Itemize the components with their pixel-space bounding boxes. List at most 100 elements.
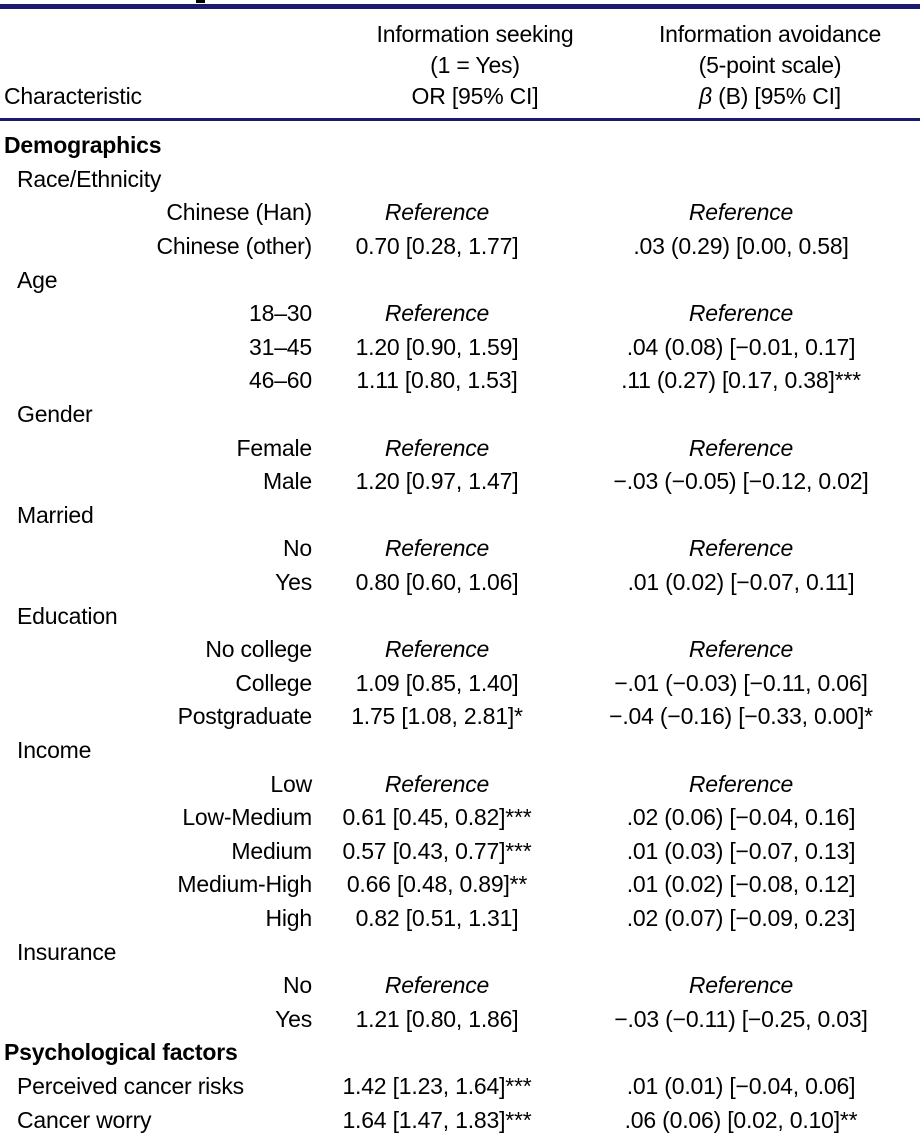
characteristic-cell: Psychological factors — [4, 1039, 238, 1066]
seeking-value-cell: 1.42 [1.23, 1.64]*** — [342, 1072, 532, 1099]
beta-symbol: β — [699, 83, 712, 109]
seeking-value-cell: 1.20 [0.97, 1.47] — [355, 468, 519, 495]
avoidance-value-cell: .03 (0.29) [0.00, 0.58] — [633, 233, 849, 260]
seeking-value-cell: 1.09 [0.85, 1.40] — [355, 669, 519, 696]
seeking-value-cell: Reference — [384, 300, 490, 327]
seeking-value-cell: 1.21 [0.80, 1.86] — [355, 1005, 519, 1032]
seeking-value-cell: 0.66 [0.48, 0.89]** — [346, 871, 528, 898]
column-header-seeking-scale: (1 = Yes) — [430, 52, 520, 78]
characteristic-cell: Low — [270, 770, 312, 797]
characteristic-cell: 18–30 — [249, 300, 312, 327]
table-row: Low-Medium 0.61 [0.45, 0.82]*** .02 (0.06)… — [0, 801, 920, 835]
table-row: No Reference Reference — [0, 532, 920, 566]
characteristic-cell: Race/Ethnicity — [17, 165, 162, 192]
table-row: Chinese (Han) Reference Reference — [0, 196, 920, 230]
seeking-value-cell: 1.20 [0.90, 1.59] — [355, 333, 519, 360]
characteristic-cell: Cancer worry — [17, 1106, 152, 1133]
characteristic-cell: Age — [17, 266, 58, 293]
characteristic-cell: Married — [17, 501, 94, 528]
avoidance-value-cell: .01 (0.02) [−0.07, 0.11] — [627, 569, 855, 596]
table-row: Postgraduate 1.75 [1.08, 2.81]* −.04 (−0.1… — [0, 700, 920, 734]
characteristic-cell: 46–60 — [249, 367, 312, 394]
table-row: 31–45 1.20 [0.90, 1.59] .04 (0.08) [−0.01,… — [0, 331, 920, 365]
column-header-avoidance-title: Information avoidance — [658, 21, 882, 47]
characteristic-cell: High — [265, 904, 312, 931]
table-row: Education — [0, 599, 920, 633]
seeking-value-cell: Reference — [384, 972, 490, 999]
table-row: Married — [0, 499, 920, 533]
seeking-value-cell: 0.61 [0.45, 0.82]*** — [342, 804, 532, 831]
characteristic-cell: No — [282, 972, 312, 999]
table-row: Age — [0, 263, 920, 297]
characteristic-cell: Postgraduate — [177, 703, 313, 730]
seeking-value-cell: Reference — [384, 535, 490, 562]
header-avoidance-column: Information avoidance (5-point scale) β … — [620, 9, 920, 118]
seeking-value-cell: Reference — [384, 199, 490, 226]
characteristic-cell: Yes — [275, 1005, 312, 1032]
characteristic-cell: Medium — [231, 837, 312, 864]
avoidance-value-cell: .01 (0.01) [−0.04, 0.06] — [626, 1072, 856, 1099]
avoidance-value-cell: Reference — [688, 636, 794, 663]
table-row: Gender — [0, 398, 920, 432]
table-row: Perceived cancer risks 1.42 [1.23, 1.64]*… — [0, 1070, 920, 1104]
table-row: Cancer worry 1.64 [1.47, 1.83]*** .06 (0.0… — [0, 1103, 920, 1137]
avoidance-value-cell: .02 (0.06) [−0.04, 0.16] — [626, 804, 856, 831]
table-row: No Reference Reference — [0, 969, 920, 1003]
avoidance-value-cell: .02 (0.07) [−0.09, 0.23] — [626, 904, 856, 931]
avoidance-value-cell: Reference — [688, 199, 794, 226]
seeking-value-cell: 0.57 [0.43, 0.77]*** — [342, 837, 532, 864]
avoidance-value-cell: Reference — [688, 434, 794, 461]
table-row: Medium-High 0.66 [0.48, 0.89]** .01 (0.02)… — [0, 868, 920, 902]
avoidance-value-cell: .01 (0.02) [−0.08, 0.12] — [626, 871, 856, 898]
characteristic-cell: Male — [262, 468, 312, 495]
seeking-value-cell: 0.82 [0.51, 1.31] — [355, 904, 519, 931]
characteristic-cell: Perceived cancer risks — [17, 1072, 244, 1099]
column-header-characteristic: Characteristic — [4, 83, 142, 109]
table-top-rule — [0, 4, 920, 9]
table-body: Demographics Race/Ethnicity Chinese (Han) R… — [0, 121, 920, 1137]
table-row: Female Reference Reference — [0, 431, 920, 465]
avoidance-value-cell: Reference — [688, 535, 794, 562]
column-header-seeking-stat: OR [95% CI] — [411, 83, 539, 109]
characteristic-cell: No college — [205, 636, 312, 663]
characteristic-cell: Chinese (Han) — [166, 199, 312, 226]
characteristic-cell: Medium-High — [177, 871, 312, 898]
table-row: Medium 0.57 [0.43, 0.77]*** .01 (0.03) [−0… — [0, 834, 920, 868]
seeking-value-cell: 0.80 [0.60, 1.06] — [355, 569, 519, 596]
seeking-value-cell: 0.70 [0.28, 1.77] — [355, 233, 519, 260]
table-row: Low Reference Reference — [0, 767, 920, 801]
column-header-avoidance-scale: (5-point scale) — [698, 52, 842, 78]
table-row: Race/Ethnicity — [0, 163, 920, 197]
table-row: High 0.82 [0.51, 1.31] .02 (0.07) [−0.09, … — [0, 902, 920, 936]
table-row: Psychological factors — [0, 1036, 920, 1070]
avoidance-value-cell: .04 (0.08) [−0.01, 0.17] — [626, 333, 856, 360]
column-header-seeking-title: Information seeking — [376, 21, 574, 47]
table-row: College 1.09 [0.85, 1.40] −.01 (−0.03) [−0… — [0, 667, 920, 701]
characteristic-cell: Low-Medium — [182, 804, 312, 831]
table-row: No college Reference Reference — [0, 633, 920, 667]
avoidance-value-cell: .01 (0.03) [−0.07, 0.13] — [626, 837, 856, 864]
characteristic-cell: No — [282, 535, 312, 562]
avoidance-value-cell: .06 (0.06) [0.02, 0.10]** — [624, 1106, 858, 1133]
characteristic-cell: Demographics — [4, 132, 162, 159]
characteristic-cell: Insurance — [17, 938, 117, 965]
cropped-caption-fragment — [196, 0, 205, 3]
table-row: 18–30 Reference Reference — [0, 297, 920, 331]
table-row: Male 1.20 [0.97, 1.47] −.03 (−0.05) [−0.12… — [0, 465, 920, 499]
table-row: Income — [0, 734, 920, 768]
characteristic-cell: Chinese (other) — [156, 233, 312, 260]
table-row: Insurance — [0, 935, 920, 969]
characteristic-cell: Education — [17, 602, 118, 629]
table-row: Yes 0.80 [0.60, 1.06] .01 (0.02) [−0.07, 0… — [0, 566, 920, 600]
characteristic-cell: Female — [236, 434, 313, 461]
header-characteristic-column: Characteristic — [0, 9, 330, 118]
table-header-rule — [0, 118, 920, 121]
avoidance-value-cell: −.03 (−0.05) [−0.12, 0.02] — [613, 468, 869, 495]
table-row: Chinese (other) 0.70 [0.28, 1.77] .03 (0.2… — [0, 230, 920, 264]
column-header-avoidance-stat: β (B) [95% CI] — [620, 81, 920, 112]
table-header: Characteristic Information seeking (1 = … — [0, 9, 920, 118]
seeking-value-cell: Reference — [384, 770, 490, 797]
seeking-value-cell: Reference — [384, 636, 490, 663]
table-row: 46–60 1.11 [0.80, 1.53] .11 (0.27) [0.17, … — [0, 364, 920, 398]
